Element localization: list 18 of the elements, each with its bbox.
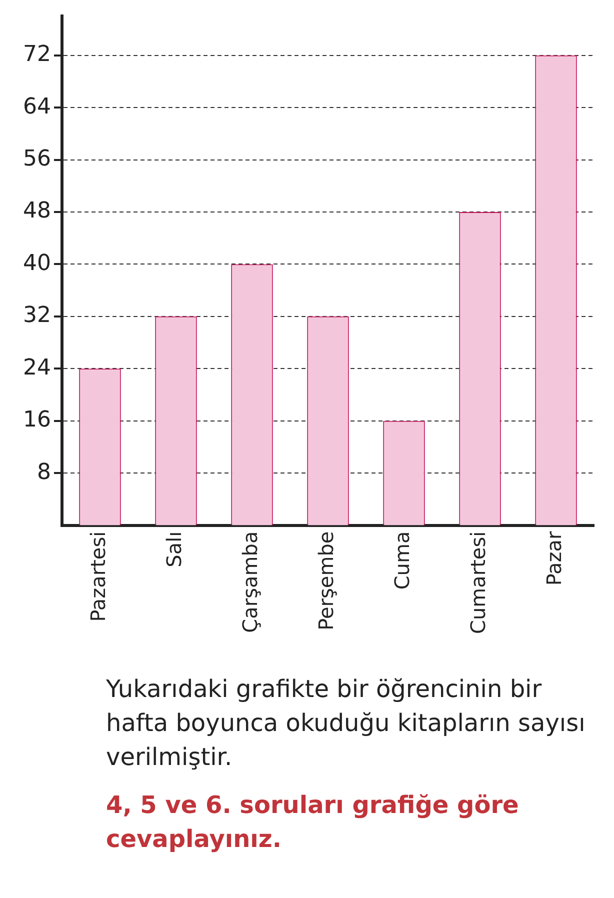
text: 4, 5 ve 6. soruları grafiğe göre cevaplayınız.	[106, 790, 520, 855]
x-tick-label: Çarşamba	[238, 531, 262, 633]
y-tick-label: 16	[22, 408, 51, 433]
y-tick-label: 48	[22, 198, 51, 224]
y-tick-label: 72	[22, 42, 51, 68]
y-tick-label: 56	[22, 146, 51, 172]
y-tick-label: 32	[22, 303, 51, 328]
y-tick-label: 8	[36, 460, 51, 485]
y-tick-label: 24	[22, 355, 51, 380]
x-tick-label: Salı	[162, 531, 186, 568]
x-tick-label: Pazartesi	[86, 531, 110, 622]
text: Yukarıdaki grafikte bir öğrencinin bir hafta boyunca okuduğu kitapların sayısı verilmiştir.	[106, 674, 586, 773]
y-tick-label: 64	[22, 94, 51, 120]
x-tick-label: Perşembe	[314, 531, 338, 630]
y-tick-label: 40	[22, 250, 51, 276]
x-tick-label: Pazar	[542, 530, 566, 586]
x-tick-label: Cumartesi	[466, 531, 490, 634]
x-tick-label: Cuma	[390, 531, 414, 590]
